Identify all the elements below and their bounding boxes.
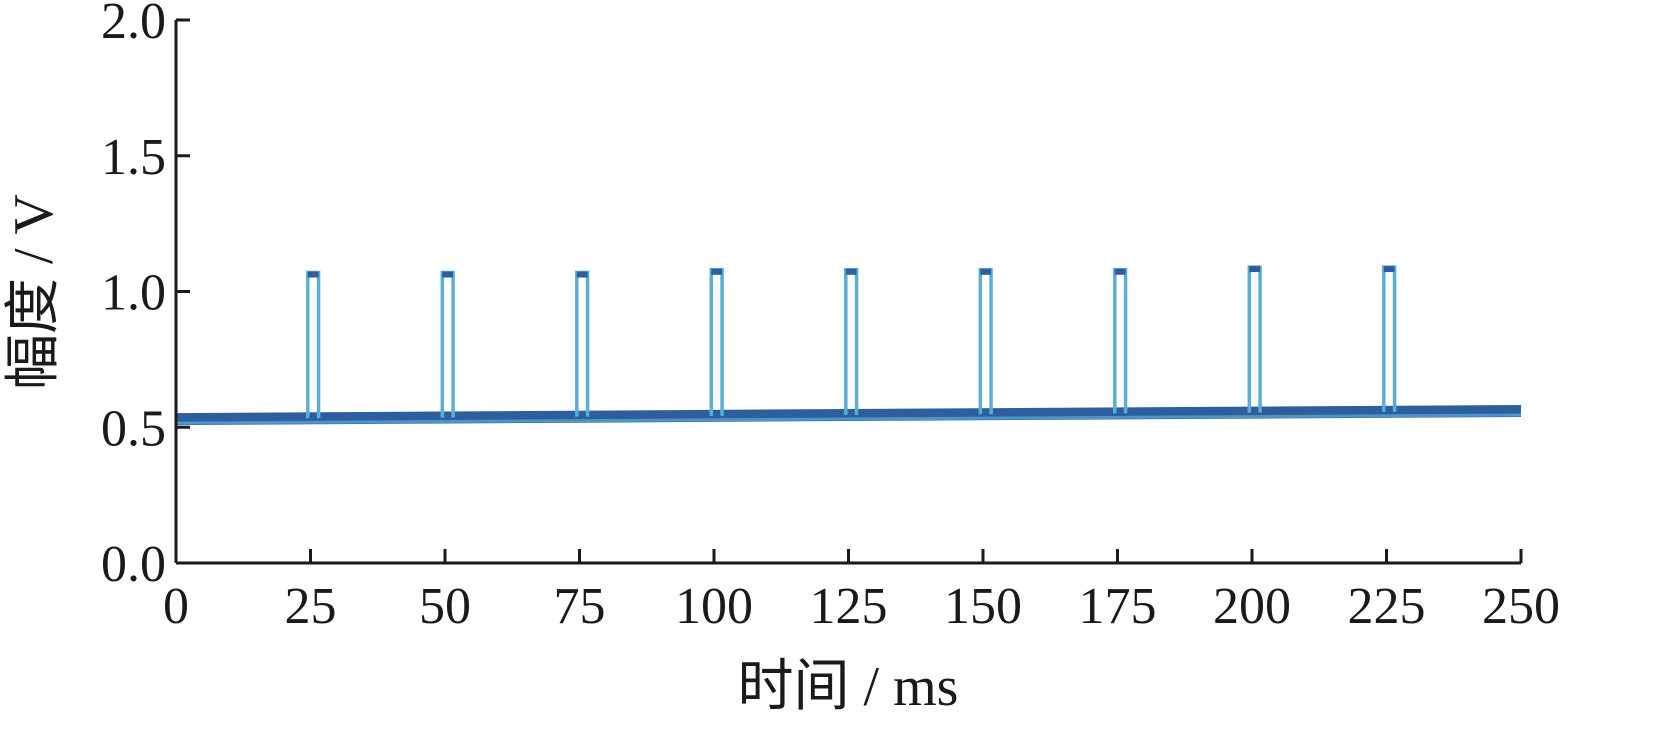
signal-pulse xyxy=(1113,268,1128,414)
signal-pulse xyxy=(306,270,321,419)
signal-baseline xyxy=(175,404,1522,426)
y-tick-label: 2.0 xyxy=(101,0,166,50)
signal-pulse xyxy=(709,268,724,416)
x-tick-label: 225 xyxy=(1348,578,1426,635)
signal-pulse xyxy=(575,270,590,417)
x-tick-label: 150 xyxy=(944,578,1022,635)
y-tick-label: 0.0 xyxy=(101,536,166,593)
signal-pulse xyxy=(844,268,859,416)
x-tick-label: 175 xyxy=(1079,578,1157,635)
y-tick-label: 1.5 xyxy=(101,129,166,186)
axes xyxy=(174,20,1521,565)
x-tick-label: 125 xyxy=(810,578,888,635)
x-axis-label: 时间 / ms xyxy=(738,656,959,718)
y-tick-label: 0.5 xyxy=(101,400,166,457)
signal-pulse xyxy=(1382,265,1397,412)
plot-area xyxy=(175,265,1522,426)
x-tick-label: 200 xyxy=(1213,578,1291,635)
signal-baseline-highlight xyxy=(175,413,1522,425)
signal-pulse xyxy=(440,270,455,418)
x-tick-label: 100 xyxy=(675,578,753,635)
y-axis-label: 幅度 / V xyxy=(3,194,65,390)
signal-pulse xyxy=(1247,265,1262,413)
x-tick-label: 250 xyxy=(1482,578,1560,635)
x-tick-label: 0 xyxy=(163,578,189,635)
x-tick-label: 75 xyxy=(554,578,606,635)
y-tick-label: 1.0 xyxy=(101,265,166,322)
ticks: 0 25 50 75 100 125 150 175 200 225 250 0.0 0.5 1.0 1.5… xyxy=(101,0,1560,635)
x-tick-label: 25 xyxy=(285,578,337,635)
signal-pulse xyxy=(978,268,993,415)
x-tick-label: 50 xyxy=(419,578,471,635)
